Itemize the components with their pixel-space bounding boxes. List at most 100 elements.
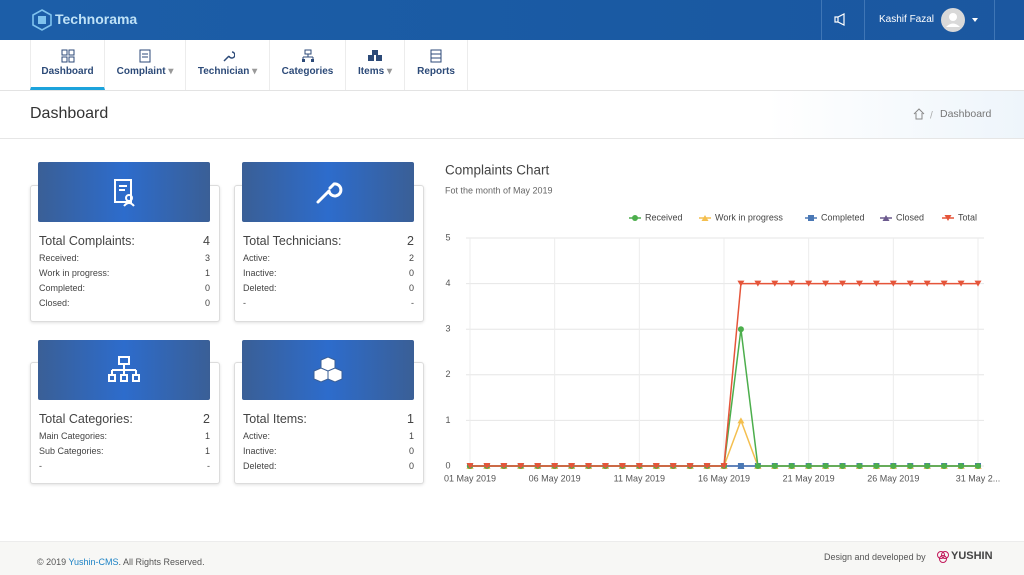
card-row-label: Active: <box>243 431 271 441</box>
card-banner <box>242 340 414 400</box>
copy-text: . All Rights Reserved. <box>118 557 205 567</box>
copyright: © 2019 Yushin-CMS. All Rights Reserved. <box>37 557 205 567</box>
point <box>856 463 863 469</box>
logo-icon <box>32 9 52 31</box>
card-row-value: 0 <box>408 268 414 278</box>
legend-label: Total <box>958 212 977 222</box>
nav-item[interactable]: Dashboard <box>30 40 105 90</box>
top-bar: Technorama Kashif Fazal <box>0 0 1024 40</box>
point <box>771 280 779 287</box>
x-tick-label: 11 May 2019 <box>614 473 665 483</box>
point <box>686 463 694 469</box>
point <box>944 215 952 221</box>
card-icon <box>316 182 343 204</box>
point <box>754 463 761 469</box>
card-row-label: Completed: <box>39 283 86 293</box>
card-total: 1 <box>407 412 414 426</box>
point <box>737 280 745 287</box>
y-tick-label: 0 <box>445 460 450 470</box>
credit: Design and developed by <box>824 552 926 562</box>
point <box>872 280 880 287</box>
nav-item[interactable]: Categories <box>270 40 346 90</box>
nav-item[interactable]: Items ▾ <box>346 40 405 90</box>
y-tick-label: 5 <box>445 232 450 242</box>
card-total: 2 <box>407 234 414 248</box>
point <box>483 463 491 469</box>
x-tick-label: 31 May 2... <box>956 473 1000 483</box>
nav-bar: Dashboard Complaint ▾ Technician ▾ Categ… <box>0 40 1024 91</box>
page-header: Dashboard / Dashboard <box>0 91 1024 139</box>
card-row-label: Main Categories: <box>39 431 108 441</box>
card-banner <box>38 162 210 222</box>
point <box>737 417 745 424</box>
point <box>788 463 795 469</box>
point <box>551 463 559 469</box>
point <box>585 463 593 469</box>
card-total: 2 <box>203 412 210 426</box>
point <box>940 280 948 287</box>
point <box>737 326 744 333</box>
card-row-value: 3 <box>204 253 210 263</box>
point <box>941 463 948 469</box>
nav-label: Technician <box>197 66 250 77</box>
card-total: 4 <box>203 234 210 248</box>
copy-link[interactable]: Yushin-CMS <box>68 557 119 567</box>
svg-text:/: / <box>930 111 933 122</box>
point <box>889 280 897 287</box>
card-row-value: 1 <box>204 268 210 278</box>
point <box>534 463 542 469</box>
y-tick-label: 4 <box>445 278 450 288</box>
point <box>923 280 931 287</box>
nav-item[interactable]: Technician ▾ <box>186 40 270 90</box>
point <box>855 280 863 287</box>
y-tick-label: 2 <box>445 369 450 379</box>
x-tick-label: 06 May 2019 <box>529 473 581 483</box>
card-row-label: - <box>39 461 42 471</box>
point <box>974 280 982 287</box>
nav-item[interactable]: Complaint ▾ <box>105 40 186 90</box>
card-row-value: 0 <box>408 446 414 456</box>
y-tick-label: 1 <box>445 415 450 425</box>
point <box>703 463 711 469</box>
point <box>890 463 897 469</box>
point <box>754 280 762 287</box>
point <box>957 280 965 287</box>
footer: © 2019 Yushin-CMS. All Rights Reserved. … <box>0 541 1024 575</box>
point <box>839 463 846 469</box>
x-tick-label: 26 May 2019 <box>867 473 919 483</box>
nav-item[interactable]: Reports <box>405 40 468 90</box>
notifications[interactable] <box>821 0 865 40</box>
chart: Complaints Chart Fot the month of May 20… <box>444 163 1000 484</box>
card-row-label: Inactive: <box>243 268 277 278</box>
card-row-value: - <box>207 461 210 471</box>
point <box>907 463 914 469</box>
point <box>701 215 709 221</box>
point <box>632 215 638 221</box>
user-name[interactable]: Kashif Fazal <box>879 14 935 25</box>
card-row-label: Inactive: <box>243 446 277 456</box>
card-row-value: 0 <box>408 283 414 293</box>
card-row-value: 1 <box>204 446 210 456</box>
legend-label: Received <box>645 212 683 222</box>
x-tick-label: 21 May 2019 <box>783 473 835 483</box>
point <box>805 463 812 469</box>
point <box>500 463 508 469</box>
credit-logo-icon <box>937 551 949 563</box>
legend-label: Closed <box>896 212 924 222</box>
card-row-label: Work in progress: <box>39 268 110 278</box>
point <box>822 463 829 469</box>
card-row-value: 0 <box>204 298 210 308</box>
breadcrumb: Dashboard <box>940 108 992 120</box>
brand[interactable]: Technorama <box>55 11 138 27</box>
point <box>635 463 643 469</box>
point <box>669 463 677 469</box>
card-row-label: Deleted: <box>243 283 277 293</box>
chart-subtitle: Fot the month of May 2019 <box>445 185 553 195</box>
y-tick-label: 3 <box>445 324 450 334</box>
point <box>839 280 847 287</box>
card-banner <box>38 340 210 400</box>
credit-logo[interactable]: YUSHIN <box>951 550 993 562</box>
user-avatar[interactable] <box>940 7 980 33</box>
card-row-label: Deleted: <box>243 461 277 471</box>
card-row-label: Active: <box>243 253 271 263</box>
